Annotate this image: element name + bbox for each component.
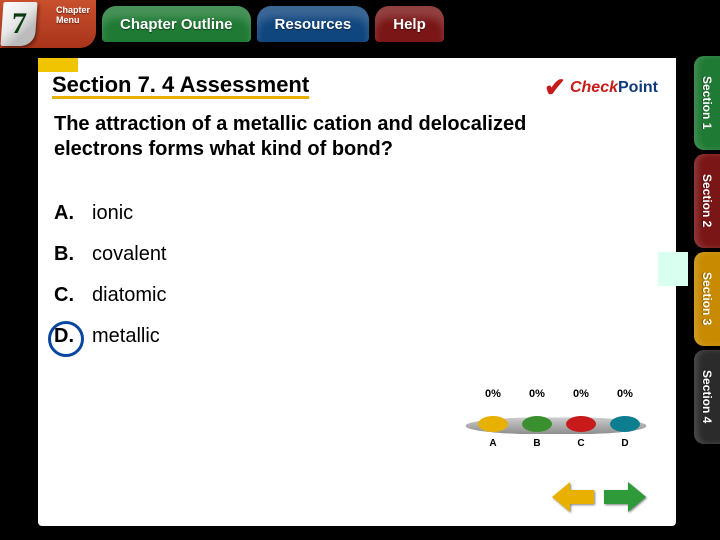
slide-body: Section 7. 4 Assessment ✔ CheckPoint The…	[38, 58, 676, 526]
response-pad	[478, 416, 508, 432]
chapter-menu-badge[interactable]: 7 Chapter Menu	[0, 0, 96, 48]
response-pct: 0%	[522, 388, 552, 400]
menu-tab-chapter-outline[interactable]: Chapter Outline	[102, 6, 251, 42]
answer-text: metallic	[92, 325, 160, 348]
chapter-number-page: 7	[0, 2, 37, 46]
checkpoint-logo: ✔ CheckPoint	[544, 72, 658, 103]
response-label: D	[610, 438, 640, 449]
response-label: B	[522, 438, 552, 449]
response-pct: 0%	[478, 388, 508, 400]
section-tab-2[interactable]: Section 2	[694, 154, 720, 248]
response-label: A	[478, 438, 508, 449]
checkmark-icon: ✔	[544, 72, 566, 103]
response-chart: 0% A 0% B 0% C 0% D	[466, 386, 646, 456]
accent-segment	[38, 58, 78, 72]
response-pad	[522, 416, 552, 432]
section-tab-4[interactable]: Section 4	[694, 350, 720, 444]
checkpoint-suffix: Point	[618, 79, 658, 96]
top-menu-bar: 7 Chapter Menu Chapter OutlineResourcesH…	[0, 0, 720, 48]
answer-text: covalent	[92, 243, 167, 266]
slide-accent	[38, 58, 676, 72]
chapter-number: 7	[10, 7, 27, 41]
answer-b[interactable]: B. covalent	[54, 243, 476, 266]
answer-a[interactable]: A. ionic	[54, 202, 476, 225]
answers-list: A. ionic B. covalent C. diatomic D. metallic	[54, 202, 476, 348]
response-label: C	[566, 438, 596, 449]
menu-tab-help[interactable]: Help	[375, 6, 444, 42]
response-pct: 0%	[566, 388, 596, 400]
nav-arrows	[552, 482, 646, 512]
section-tabs: Section 1 Section 2 Section 3 Section 4	[694, 56, 720, 444]
answer-c[interactable]: C. diatomic	[54, 284, 476, 307]
checkpoint-prefix: Check	[570, 79, 618, 96]
next-arrow-button[interactable]	[604, 482, 646, 512]
section-tab-1[interactable]: Section 1	[694, 56, 720, 150]
section-header: Section 7. 4 Assessment	[52, 72, 309, 98]
answer-letter: C.	[54, 284, 82, 307]
menu-tab-resources[interactable]: Resources	[257, 6, 370, 42]
answer-text: diatomic	[92, 284, 166, 307]
section-title: Section 7. 4 Assessment	[52, 72, 309, 98]
section-tab-3[interactable]: Section 3	[694, 252, 720, 346]
prev-arrow-button[interactable]	[552, 482, 594, 512]
response-pct: 0%	[610, 388, 640, 400]
answer-letter: D.	[54, 325, 82, 348]
chapter-menu-label: Chapter Menu	[56, 6, 90, 26]
answer-d[interactable]: D. metallic	[54, 325, 476, 348]
answer-letter: A.	[54, 202, 82, 225]
response-pad	[610, 416, 640, 432]
active-section-highlight	[658, 252, 688, 286]
accent-segment	[78, 58, 676, 72]
response-pad	[566, 416, 596, 432]
answer-letter: B.	[54, 243, 82, 266]
question-text: The attraction of a metallic cation and …	[54, 112, 536, 162]
answer-text: ionic	[92, 202, 133, 225]
